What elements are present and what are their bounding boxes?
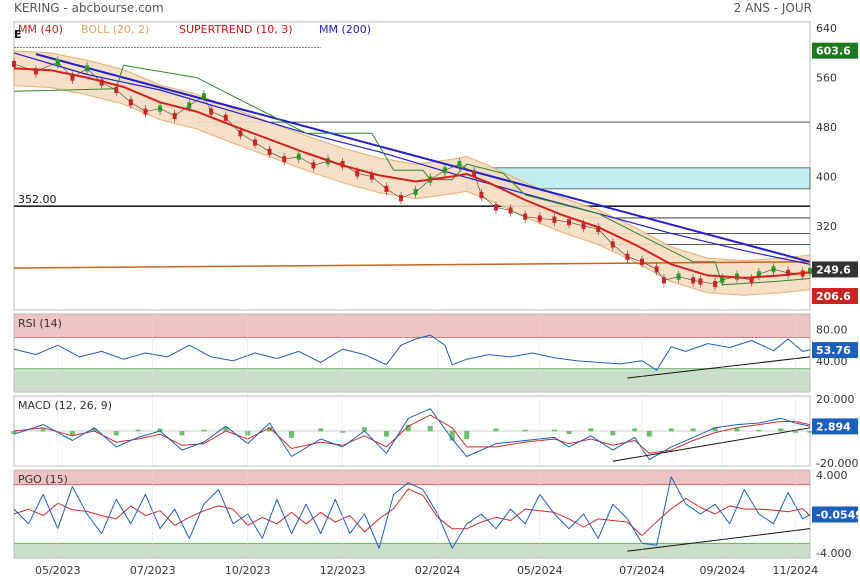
x-tick-label: 02/2024: [415, 564, 461, 577]
pgo-y-tick: 4.000: [816, 469, 848, 482]
legend-e: E: [14, 28, 22, 41]
x-tick-label: 11/2024: [773, 564, 819, 577]
macd-histogram-bar: [318, 428, 324, 432]
macd-histogram-bar: [223, 427, 229, 432]
last-price-marker-bg: [812, 261, 858, 278]
chart-period: 2 ANS - JOUR: [733, 1, 812, 15]
high-marker: 603.6: [816, 45, 851, 58]
macd-histogram-bar: [551, 429, 557, 432]
pgo-oversold-zone: [14, 543, 810, 558]
price-y-tick: 480: [816, 121, 837, 134]
pgo-value-tag-bg: [812, 506, 858, 523]
price-panel-frame: [13, 21, 811, 311]
mm40-line: [13, 67, 811, 279]
x-tick-label: 07/2023: [130, 564, 176, 577]
supertrend-line: [13, 64, 811, 286]
price-y-tick: 560: [816, 72, 837, 85]
macd-histogram-bar: [383, 431, 389, 437]
legend-item: MM (40): [18, 23, 63, 36]
mm200-line: [13, 52, 811, 265]
pgo-y-tick: -4.000: [816, 547, 851, 560]
macd-histogram-bar: [807, 431, 813, 433]
chart-source-title: KERING - abcbourse.com: [14, 1, 164, 15]
macd-trendline: [612, 427, 811, 462]
macd-histogram-bar: [778, 428, 784, 432]
macd-histogram-bar: [610, 431, 616, 436]
rsi-value-tag: 53.76: [816, 344, 851, 357]
rsi-trendline: [627, 356, 811, 379]
price-y-tick: 400: [816, 171, 837, 184]
macd-y-tick: -20.000: [816, 457, 858, 470]
x-tick-label: 09/2024: [700, 564, 746, 577]
macd-signal-line: [13, 414, 811, 454]
macd-histogram-bar: [427, 425, 433, 432]
rsi-value-tag-bg: [812, 342, 858, 359]
support-trendline: [13, 261, 811, 269]
macd-histogram-bar: [91, 428, 97, 432]
last-price-marker: 249.6: [816, 263, 851, 276]
pgo-label: PGO (15): [18, 473, 68, 486]
macd-value-tag: 2.894: [816, 420, 851, 433]
x-tick-label: 05/2024: [517, 564, 563, 577]
macd-histogram-bar: [157, 428, 163, 432]
pgo-line: [13, 476, 811, 549]
rsi-label: RSI (14): [18, 317, 62, 330]
downtrend-line: [35, 53, 811, 263]
macd-histogram-bar: [449, 431, 455, 441]
macd-y-tick: 20.000: [816, 393, 855, 406]
legend-item: MM (200): [319, 23, 371, 36]
macd-histogram-bar: [40, 428, 46, 432]
macd-line: [13, 408, 811, 461]
price-candle: [808, 267, 812, 275]
rsi-oversold-zone: [14, 368, 810, 392]
macd-histogram-bar: [362, 427, 368, 432]
rsi-panel-frame: [13, 313, 811, 393]
macd-histogram-bar: [712, 427, 718, 432]
macd-histogram-bar: [267, 427, 273, 432]
price-y-tick: 320: [816, 220, 837, 233]
pgo-value-tag: -0.0549: [816, 508, 860, 521]
low-marker-bg: [812, 288, 858, 305]
macd-value-tag-bg: [812, 418, 858, 435]
macd-histogram-bar: [464, 431, 470, 440]
x-tick-label: 12/2023: [320, 564, 366, 577]
x-tick-label: 07/2024: [619, 564, 665, 577]
macd-histogram-bar: [179, 431, 185, 436]
macd-histogram-bar: [734, 428, 740, 432]
low-marker: 206.6: [816, 290, 851, 303]
x-tick-label: 10/2023: [225, 564, 271, 577]
pgo-signal-line: [13, 488, 811, 537]
macd-histogram-bar: [690, 428, 696, 432]
pgo-overbought-zone: [14, 470, 810, 485]
price-y-tick: 640: [816, 22, 837, 35]
rsi-y-tick: 80.00: [816, 324, 848, 337]
macd-histogram-bar: [566, 431, 572, 435]
rsi-overbought-zone: [14, 314, 810, 338]
macd-histogram-bar: [405, 424, 411, 432]
macd-histogram-bar: [201, 429, 207, 432]
pgo-trendline: [627, 528, 811, 552]
legend-item: SUPERTREND (10, 3): [179, 23, 293, 36]
high-marker-bg: [812, 42, 858, 59]
level-352-label: 352.00: [18, 193, 57, 206]
macd-histogram-bar: [113, 431, 119, 436]
macd-histogram-bar: [668, 428, 674, 432]
macd-histogram-bar: [588, 428, 594, 432]
macd-histogram-bar: [646, 431, 652, 437]
macd-histogram-bar: [135, 429, 141, 432]
macd-histogram-bar: [632, 428, 638, 432]
price-line: [13, 61, 811, 285]
x-tick-label: 05/2023: [35, 564, 81, 577]
macd-histogram-bar: [756, 429, 762, 432]
rsi-line: [13, 334, 811, 371]
macd-histogram-bar: [522, 429, 528, 432]
macd-histogram-bar: [289, 431, 295, 438]
macd-histogram-bar: [69, 431, 75, 436]
macd-histogram-bar: [493, 428, 499, 432]
legend-item: BOLL (20, 2): [81, 23, 149, 36]
macd-label: MACD (12, 26, 9): [18, 399, 112, 412]
macd-histogram-bar: [11, 431, 17, 435]
